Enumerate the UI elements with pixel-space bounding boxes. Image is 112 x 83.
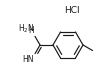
Text: HCl: HCl [64, 5, 79, 15]
Text: HN: HN [22, 55, 34, 64]
Text: $\mathregular{H_2N}$: $\mathregular{H_2N}$ [17, 23, 34, 35]
Text: H: H [28, 26, 34, 35]
